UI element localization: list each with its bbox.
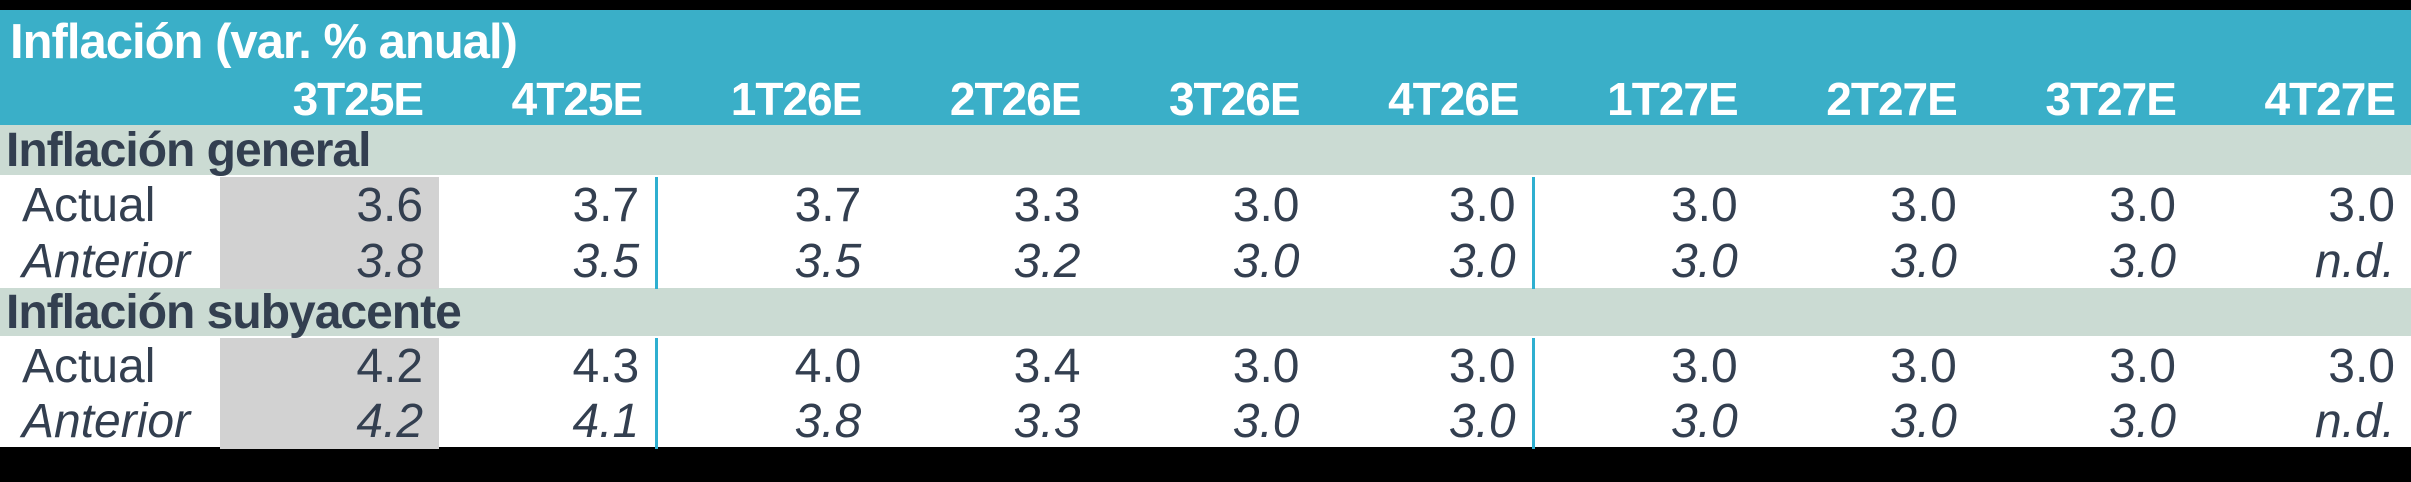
column-header-4t26e: 4T26E — [1388, 73, 1520, 125]
column-header-row: 3T25E 4T25E 1T26E 2T26E 3T26E 4T26E 1T27… — [0, 74, 2411, 125]
row-label: Actual — [22, 179, 156, 232]
value-cell: 3.0 — [1316, 394, 1535, 449]
value-cell: 3.0 — [1232, 235, 1300, 288]
row-label: Anterior — [22, 395, 191, 448]
value-cell: n.d. — [2314, 235, 2395, 288]
value-cell: 4.2 — [220, 394, 440, 449]
section-header-general: Inflación general — [0, 123, 2411, 177]
value-cell: 3.0 — [2109, 179, 2176, 232]
row-label: Actual — [22, 339, 156, 393]
value-cell: 3.7 — [439, 177, 659, 234]
value-cell: 3.0 — [2109, 339, 2176, 393]
column-header-4t25e: 4T25E — [511, 73, 644, 125]
value-cell: 3.0 — [1316, 177, 1535, 234]
section-label: Inflación general — [6, 123, 371, 177]
column-header-3t26e: 3T26E — [1168, 73, 1301, 125]
value-cell: 4.0 — [794, 339, 862, 393]
value-cell: 3.0 — [1316, 234, 1535, 289]
column-header-1t27e: 1T27E — [1607, 73, 1739, 125]
section-label: Inflación subyacente — [6, 285, 462, 339]
value-cell: 3.0 — [1890, 339, 1957, 393]
value-cell: 3.0 — [1232, 395, 1300, 448]
value-cell: 3.0 — [1890, 235, 1957, 288]
value-cell: 3.5 — [794, 235, 862, 288]
value-cell: 3.0 — [1670, 339, 1738, 393]
row-general-actual: Actual 3.6 3.7 3.7 3.3 3.0 3.0 3.0 3.0 3… — [0, 177, 2411, 234]
value-cell: 4.3 — [439, 338, 659, 394]
value-cell: 3.0 — [1670, 235, 1738, 288]
value-cell: 3.0 — [1232, 179, 1300, 232]
value-cell: 3.8 — [220, 234, 440, 289]
column-header-2t26e: 2T26E — [949, 73, 1082, 125]
value-cell: 3.0 — [1890, 395, 1957, 448]
value-cell: 3.0 — [1670, 395, 1738, 448]
corner-cell — [0, 74, 220, 125]
column-header-2t27e: 2T27E — [1826, 73, 1958, 125]
value-cell: n.d. — [2314, 395, 2395, 448]
row-general-anterior: Anterior 3.8 3.5 3.5 3.2 3.0 3.0 3.0 3.0… — [0, 234, 2411, 289]
value-cell: 3.2 — [1013, 235, 1081, 288]
section-header-subyacente: Inflación subyacente — [0, 285, 2411, 339]
inflation-forecast-table: Inflación (var. % anual) 3T25E 4T25E 1T2… — [0, 10, 2411, 449]
value-cell: 3.5 — [439, 234, 659, 289]
table-title: Inflación (var. % anual) — [10, 15, 518, 69]
value-cell: 3.7 — [794, 179, 862, 232]
value-cell: 3.6 — [220, 177, 440, 234]
column-header-4t27e: 4T27E — [2264, 73, 2396, 125]
value-cell: 3.0 — [1316, 338, 1535, 394]
value-cell: 3.0 — [2328, 179, 2395, 232]
value-cell: 3.0 — [1232, 339, 1300, 393]
value-cell: 4.1 — [439, 394, 659, 449]
value-cell: 3.0 — [2328, 339, 2395, 393]
value-cell: 3.0 — [1890, 179, 1957, 232]
value-cell: 4.2 — [220, 338, 440, 394]
row-label: Anterior — [22, 235, 191, 288]
row-subyacente-anterior: Anterior 4.2 4.1 3.8 3.3 3.0 3.0 3.0 3.0… — [0, 394, 2411, 449]
value-cell: 3.0 — [2109, 235, 2176, 288]
value-cell: 3.3 — [1013, 395, 1081, 448]
value-cell: 3.0 — [2109, 395, 2176, 448]
column-header-1t26e: 1T26E — [730, 73, 863, 125]
value-cell: 3.4 — [1013, 339, 1081, 393]
table-title-row: Inflación (var. % anual) — [0, 10, 2411, 74]
value-cell: 3.8 — [794, 395, 862, 448]
value-cell: 3.3 — [1013, 179, 1081, 232]
row-subyacente-actual: Actual 4.2 4.3 4.0 3.4 3.0 3.0 3.0 3.0 3… — [0, 338, 2411, 394]
column-header-3t27e: 3T27E — [2045, 73, 2177, 125]
value-cell: 3.0 — [1670, 179, 1738, 232]
column-header-3t25e: 3T25E — [292, 73, 425, 125]
